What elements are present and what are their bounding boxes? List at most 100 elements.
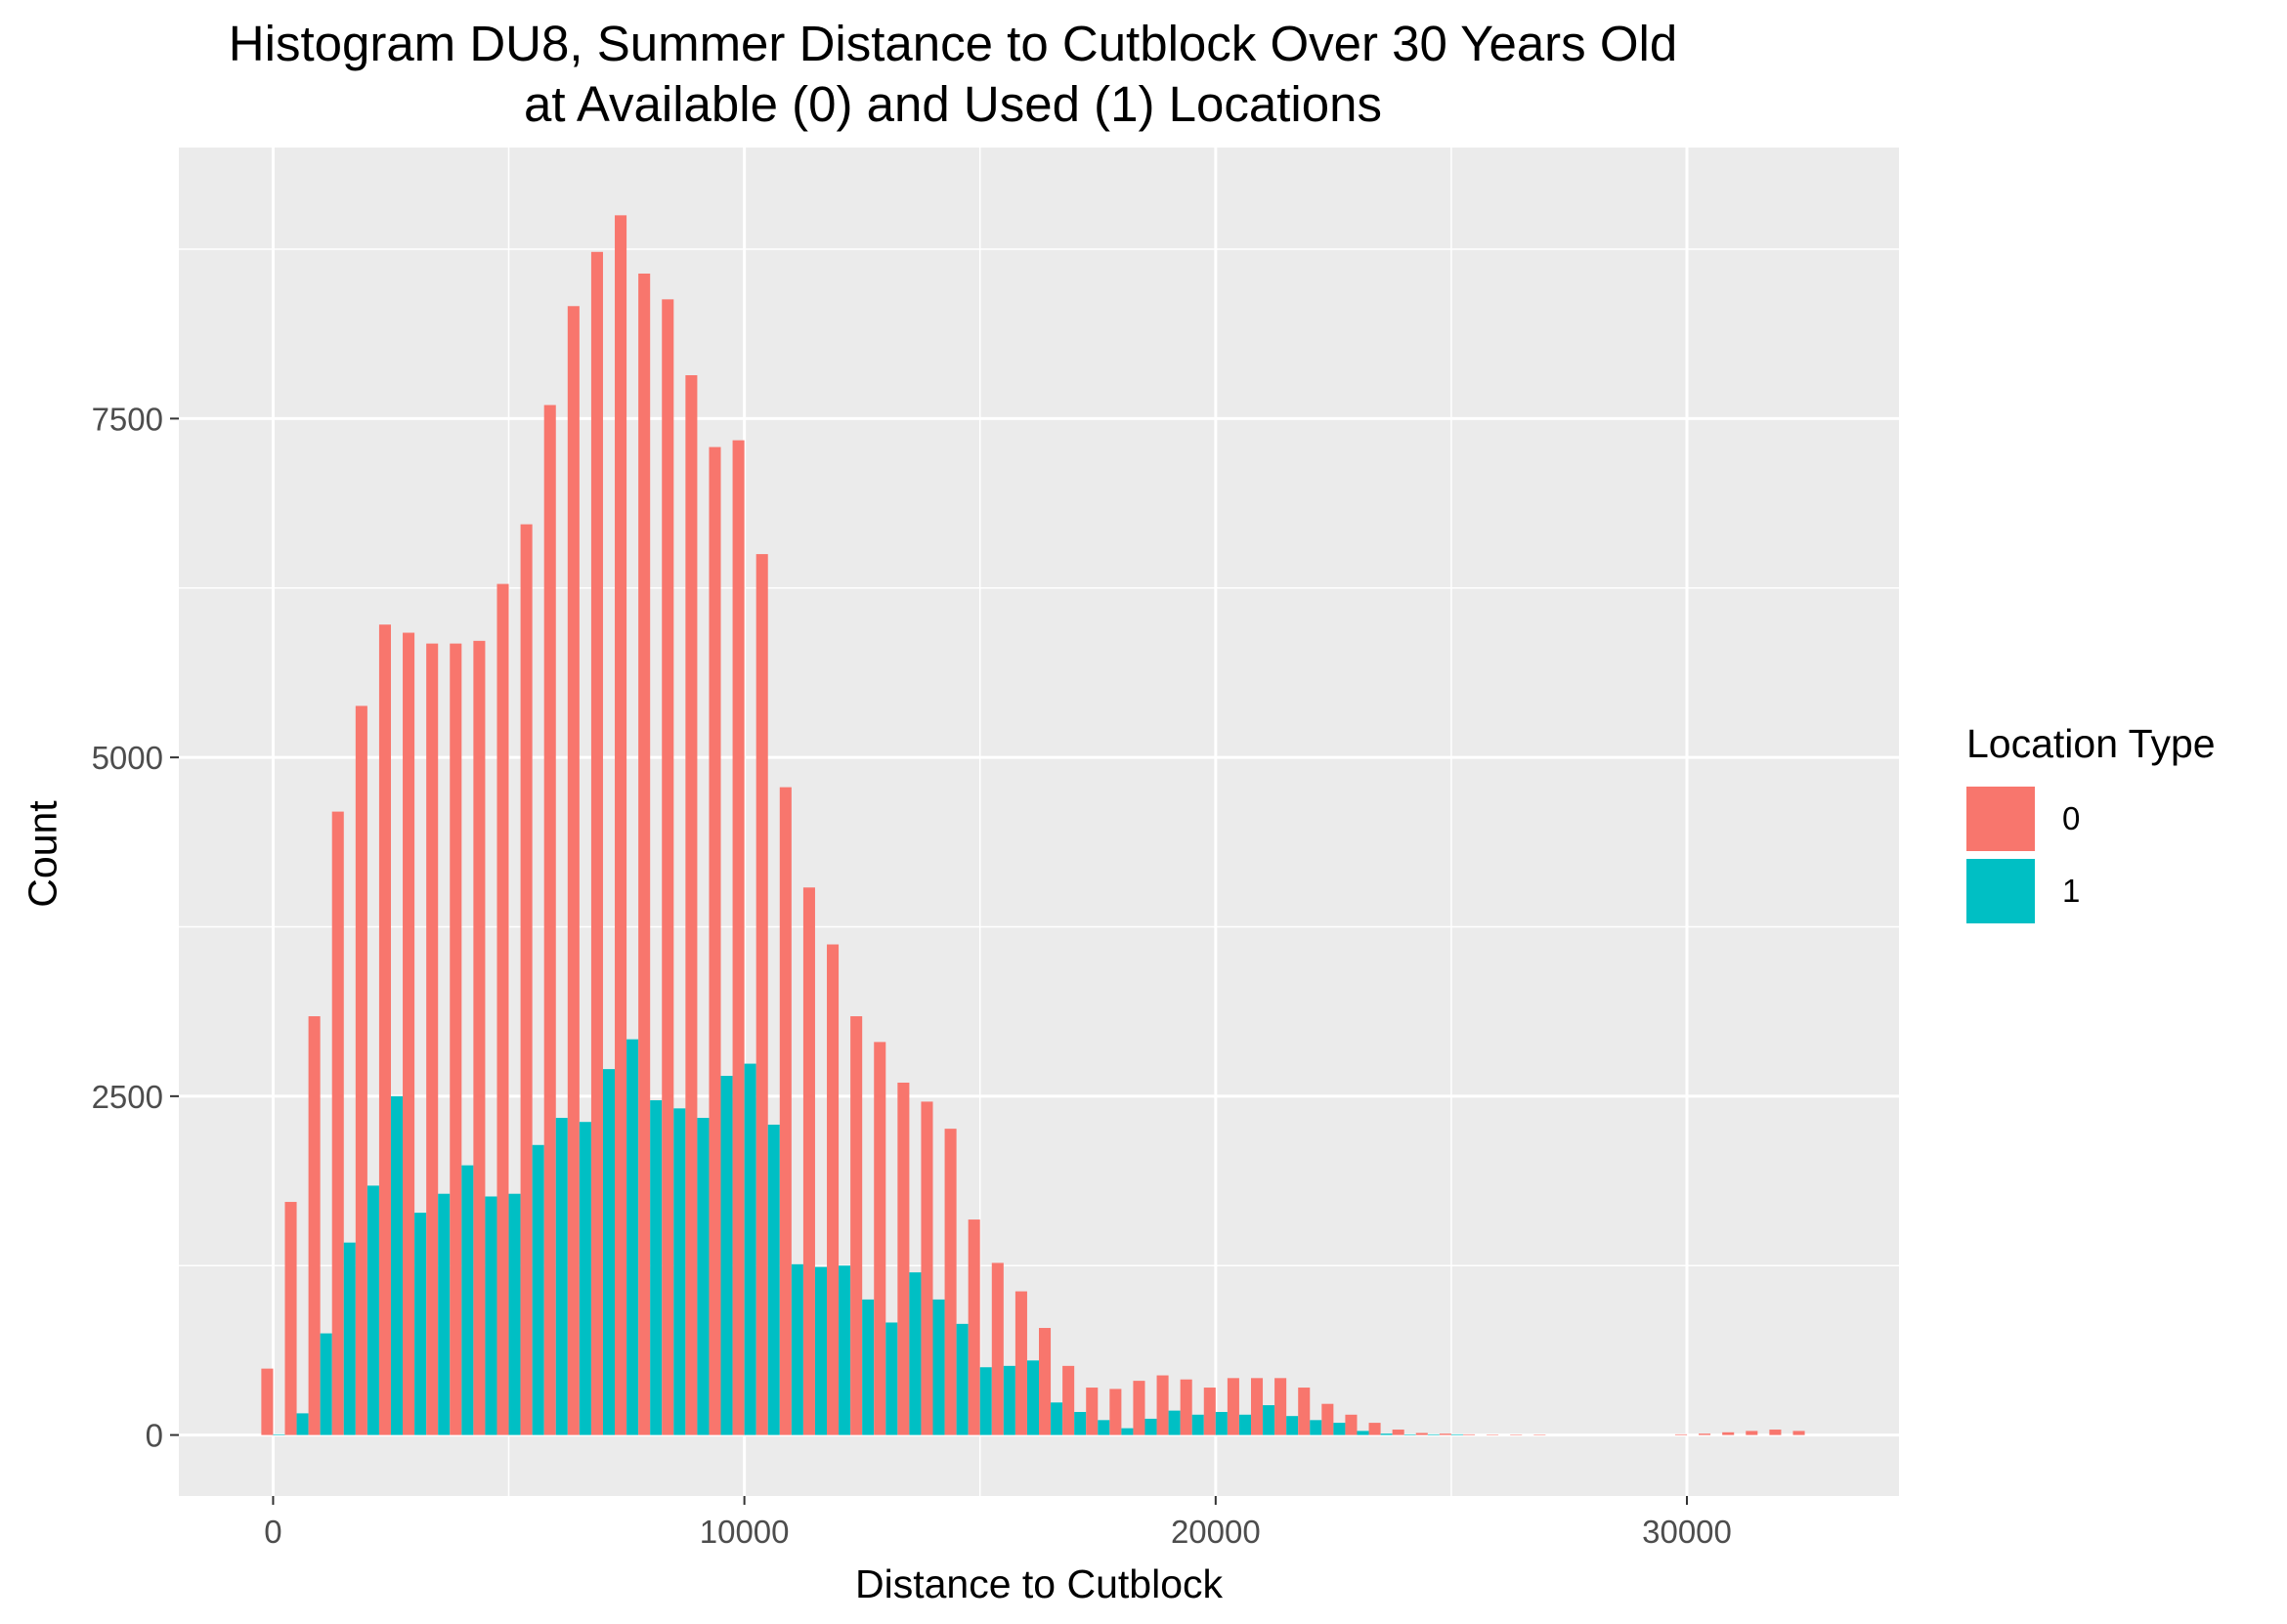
- bar-series-0: [1439, 1433, 1451, 1435]
- bar-series-1: [485, 1196, 497, 1435]
- bar-series-1: [1310, 1420, 1322, 1435]
- bar-series-0: [261, 1368, 274, 1435]
- bar-series-1: [273, 1433, 285, 1435]
- chart-title-line-2: at Available (0) and Used (1) Locations: [524, 76, 1382, 132]
- bar-series-1: [1357, 1431, 1369, 1435]
- bar-series-0: [944, 1129, 957, 1435]
- bar-series-1: [461, 1165, 474, 1435]
- bar-series-0: [1674, 1433, 1688, 1435]
- bar-series-1: [602, 1069, 616, 1435]
- bar-series-0: [1274, 1378, 1287, 1435]
- x-tick-label: 0: [264, 1514, 281, 1550]
- legend-label-0: 0: [2062, 800, 2081, 836]
- bar-series-1: [1380, 1433, 1393, 1435]
- bar-series-0: [779, 787, 792, 1435]
- legend: Location Type 0 1: [1966, 721, 2216, 927]
- bar-series-0: [874, 1042, 886, 1435]
- bar-series-1: [320, 1333, 332, 1435]
- bar-series-0: [1321, 1403, 1334, 1435]
- bar-series-0: [590, 251, 603, 1435]
- bar-series-1: [508, 1193, 521, 1435]
- bar-series-1: [814, 1266, 828, 1435]
- bar-series-0: [755, 554, 768, 1435]
- bar-series-1: [390, 1095, 404, 1435]
- bar-series-0: [685, 375, 698, 1435]
- y-axis: 0 2500 5000 7500: [92, 401, 179, 1454]
- bar-series-0: [1533, 1434, 1546, 1435]
- bar-series-0: [1203, 1388, 1216, 1435]
- bar-series-0: [1746, 1431, 1758, 1435]
- bar-series-1: [979, 1367, 992, 1435]
- bar-series-1: [438, 1193, 451, 1435]
- y-tick-label: 5000: [92, 740, 163, 776]
- bar-series-0: [1250, 1378, 1264, 1435]
- bar-series-1: [1450, 1433, 1463, 1435]
- bar-series-0: [1415, 1432, 1428, 1435]
- legend-item-0: 0: [1966, 783, 2216, 855]
- bar-series-0: [1039, 1328, 1052, 1435]
- legend-item-1: 1: [1966, 855, 2216, 927]
- bar-series-0: [1792, 1431, 1805, 1435]
- bar-series-1: [296, 1413, 309, 1435]
- bar-series-1: [1333, 1423, 1346, 1435]
- y-tick-label: 7500: [92, 401, 163, 437]
- bar-series-0: [1392, 1430, 1404, 1435]
- bar-series-0: [732, 440, 745, 1435]
- bar-series-0: [827, 944, 840, 1435]
- x-axis: 0 10000 20000 30000: [264, 1496, 1732, 1550]
- bar-series-0: [991, 1262, 1004, 1435]
- bar-series-1: [1427, 1433, 1440, 1435]
- chart-title: Histogram DU8, Summer Distance to Cutblo…: [0, 14, 1906, 135]
- bar-series-1: [579, 1122, 591, 1435]
- bar-series-0: [850, 1016, 863, 1435]
- bar-series-1: [720, 1076, 733, 1435]
- bar-series-0: [1345, 1414, 1358, 1435]
- bar-series-1: [1403, 1433, 1416, 1435]
- bar-series-0: [1722, 1432, 1735, 1435]
- bar-series-1: [1098, 1420, 1110, 1435]
- bar-series-0: [1062, 1365, 1075, 1435]
- x-tick-label: 30000: [1642, 1514, 1732, 1550]
- bar-series-1: [1286, 1416, 1299, 1435]
- bar-series-0: [662, 299, 674, 1435]
- bar-series-0: [1368, 1423, 1381, 1435]
- bar-series-1: [1168, 1410, 1181, 1435]
- bar-series-0: [450, 643, 462, 1435]
- bar-series-0: [1133, 1381, 1145, 1435]
- bar-series-0: [1227, 1378, 1239, 1435]
- legend-title: Location Type: [1966, 721, 2216, 766]
- bar-series-0: [403, 632, 415, 1435]
- bar-series-1: [1074, 1412, 1087, 1435]
- bar-series-0: [1769, 1430, 1782, 1435]
- bar-series-0: [1156, 1375, 1169, 1435]
- bar-series-0: [308, 1016, 321, 1435]
- chart-title-line-1: Histogram DU8, Summer Distance to Cutblo…: [228, 16, 1678, 71]
- x-tick-label: 10000: [700, 1514, 790, 1550]
- y-axis-title: Count: [20, 800, 65, 908]
- bar-series-0: [802, 887, 815, 1435]
- y-tick-label: 2500: [92, 1079, 163, 1115]
- bar-series-0: [921, 1101, 933, 1435]
- bar-series-0: [567, 306, 580, 1435]
- bar-series-1: [1144, 1418, 1157, 1435]
- bar-series-1: [697, 1118, 710, 1435]
- bar-series-0: [638, 273, 651, 1435]
- bar-series-0: [473, 640, 486, 1435]
- bar-series-1: [1003, 1365, 1015, 1435]
- bar-series-0: [1014, 1291, 1027, 1435]
- bar-series-0: [355, 705, 367, 1435]
- bar-series-1: [885, 1322, 898, 1435]
- bar-series-1: [414, 1213, 427, 1435]
- grid-minor: [179, 148, 1899, 1496]
- bar-series-1: [1026, 1360, 1039, 1435]
- bar-series-0: [615, 215, 627, 1435]
- y-tick-label: 0: [146, 1418, 163, 1454]
- bar-series-0: [897, 1082, 910, 1435]
- bar-series-1: [626, 1039, 639, 1435]
- bar-series-0: [1462, 1433, 1476, 1435]
- bar-series-1: [367, 1185, 379, 1435]
- bar-series-1: [862, 1299, 875, 1435]
- bar-series-0: [968, 1219, 980, 1435]
- bar-series-0: [1180, 1379, 1192, 1435]
